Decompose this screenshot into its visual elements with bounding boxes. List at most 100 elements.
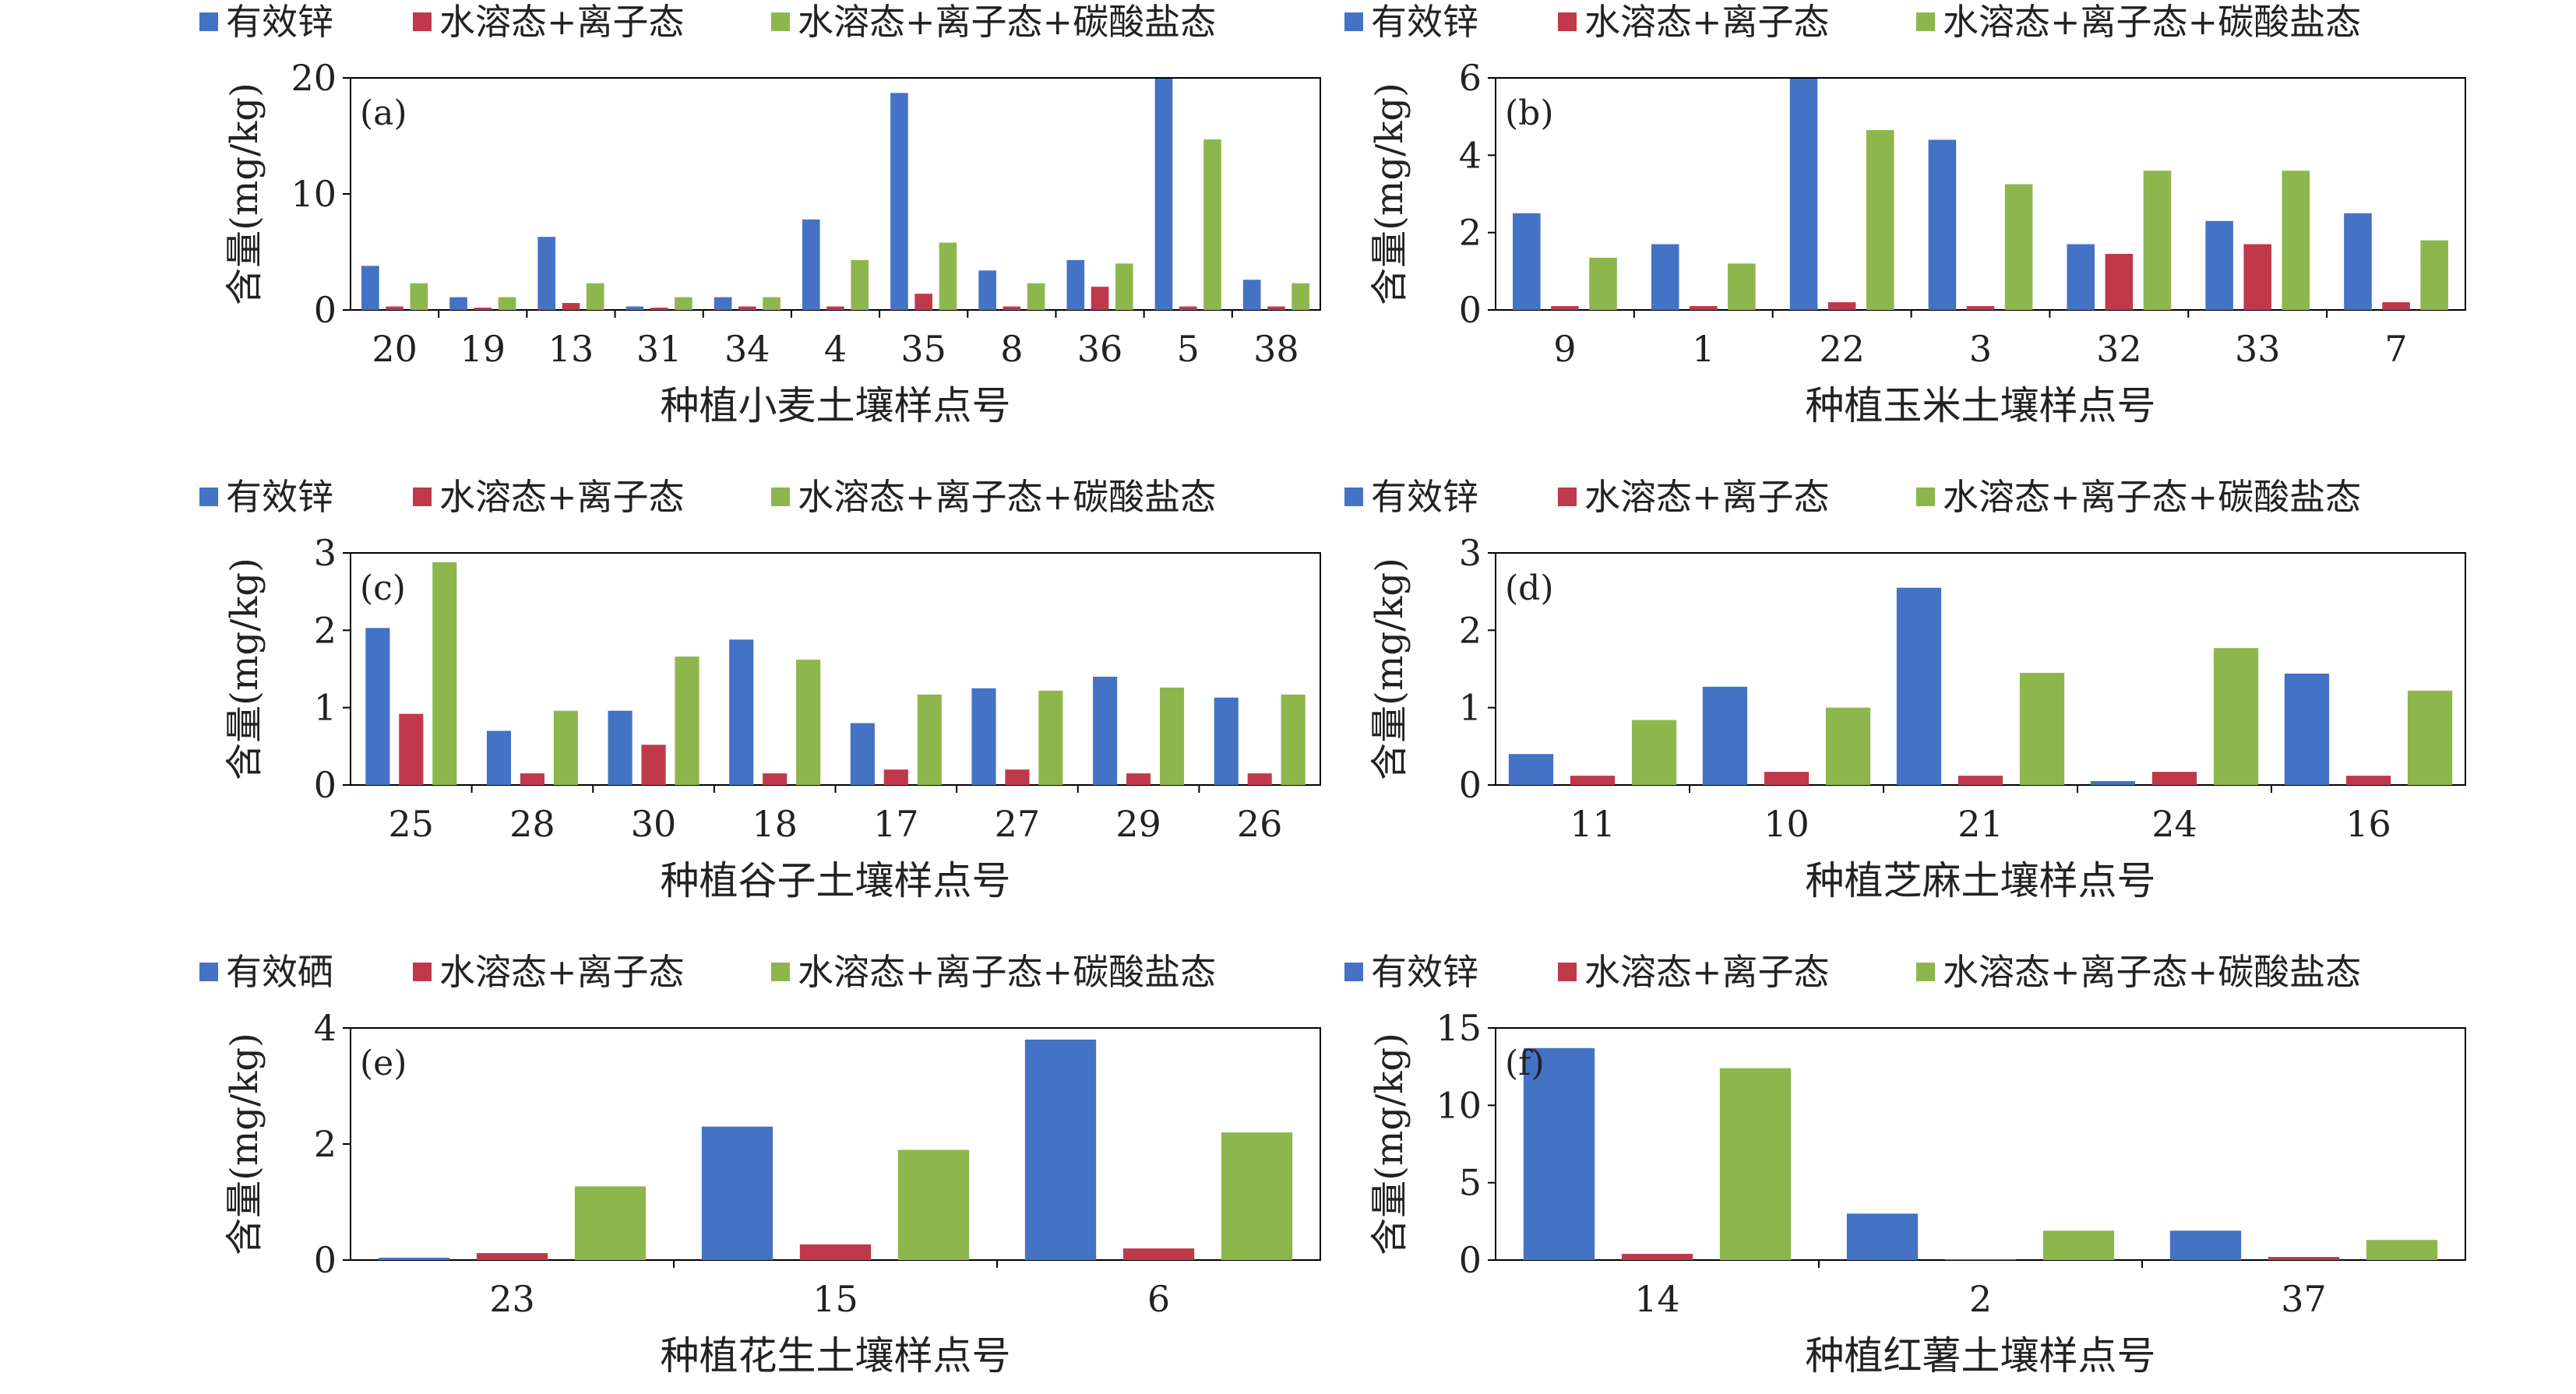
legend-label-1: 有效硒	[226, 951, 333, 993]
bar-38-series-3	[1292, 283, 1309, 310]
bar-13-series-2	[562, 303, 580, 310]
bar-37-series-1	[2169, 1230, 2242, 1260]
bar-7-series-3	[2420, 240, 2448, 310]
bar-32-series-1	[2067, 244, 2095, 310]
y-tick-label: 10	[1436, 1084, 1482, 1126]
y-axis-title: 含量(mg/kg)	[223, 1033, 266, 1255]
legend-swatch-3	[771, 488, 790, 506]
bar-20-series-2	[386, 306, 403, 310]
bar-4-series-1	[802, 219, 820, 310]
bar-25-series-3	[432, 561, 457, 785]
x-tick-label-21: 21	[1958, 803, 2003, 845]
legend-label-3: 水溶态+离子态+碳酸盐态	[798, 476, 1216, 518]
y-tick-label: 20	[291, 57, 337, 99]
bar-9-series-2	[1551, 306, 1579, 310]
bar-1-series-1	[1651, 244, 1679, 310]
x-tick-label-17: 17	[873, 803, 919, 845]
bar-8-series-3	[1027, 283, 1045, 310]
y-axis-title: 含量(mg/kg)	[1368, 83, 1411, 305]
bar-30-series-3	[675, 657, 700, 785]
legend-swatch-1	[1344, 12, 1363, 31]
bar-18-series-3	[796, 660, 821, 785]
bar-1-series-3	[1728, 263, 1756, 310]
legend-label-1: 有效锌	[1371, 476, 1478, 518]
chart-panel-e: 有效硒 水溶态+离子态 水溶态+离子态+碳酸盐态 0 2 4 23 15 6 (e) 种植花生土壤样…	[156, 950, 1324, 1394]
chart-svg-f: 有效锌 水溶态+离子态 水溶态+离子态+碳酸盐态 0 5 10 15 14 2 37 (f) 种植红薯…	[1344, 951, 2466, 1378]
x-axis-title: 种植花生土壤样点号	[661, 1333, 1011, 1378]
bar-33-series-2	[2243, 244, 2271, 310]
bar-21-series-1	[1896, 587, 1942, 785]
bar-29-series-2	[1126, 773, 1151, 785]
legend-swatch-2	[413, 488, 432, 506]
bar-14-series-1	[1523, 1047, 1595, 1260]
legend-swatch-1	[1344, 488, 1363, 506]
bar-18-series-2	[763, 773, 788, 785]
bar-21-series-3	[2019, 672, 2065, 785]
legend-label-3: 水溶态+离子态+碳酸盐态	[1943, 476, 2361, 518]
y-tick-label: 0	[1459, 1239, 1482, 1281]
panel-label: (a)	[360, 93, 407, 133]
bar-6-series-2	[1122, 1248, 1195, 1260]
x-tick-label-35: 35	[900, 328, 946, 370]
y-tick-label: 0	[1459, 289, 1482, 331]
x-tick-label-36: 36	[1077, 328, 1123, 370]
bar-8-series-1	[978, 270, 996, 310]
x-axis-title: 种植谷子土壤样点号	[661, 858, 1011, 903]
x-tick-label-20: 20	[372, 328, 418, 370]
bar-19-series-1	[449, 297, 467, 310]
bar-34-series-1	[714, 297, 732, 310]
bar-33-series-1	[2205, 220, 2233, 310]
panel-label: (b)	[1505, 93, 1554, 133]
y-tick-label: 4	[314, 1007, 337, 1049]
y-tick-label: 3	[1459, 532, 1482, 574]
x-tick-label-37: 37	[2281, 1278, 2327, 1320]
y-tick-label: 3	[314, 532, 337, 574]
bar-20-series-3	[410, 283, 428, 310]
bar-23-series-2	[476, 1253, 548, 1260]
bar-23-series-1	[378, 1258, 450, 1260]
x-tick-label-38: 38	[1253, 328, 1299, 370]
legend-label-1: 有效锌	[226, 476, 333, 518]
bar-8-series-2	[1003, 306, 1021, 310]
bar-21-series-2	[1958, 776, 2003, 785]
bar-23-series-3	[574, 1186, 647, 1260]
legend-label-1: 有效锌	[1371, 1, 1478, 43]
x-axis-title: 种植红薯土壤样点号	[1806, 1333, 2156, 1378]
legend-label-1: 有效锌	[226, 1, 333, 43]
x-tick-label-5: 5	[1177, 328, 1200, 370]
bar-22-series-3	[1866, 130, 1894, 310]
legend-swatch-3	[1916, 488, 1935, 506]
bar-15-series-3	[897, 1149, 970, 1260]
x-tick-label-2: 2	[1969, 1278, 1992, 1320]
chart-panel-f: 有效锌 水溶态+离子态 水溶态+离子态+碳酸盐态 0 5 10 15 14 2 37 (f) 种植红薯…	[1301, 950, 2469, 1394]
bar-35-series-3	[939, 242, 957, 310]
legend-swatch-2	[413, 963, 432, 981]
legend-label-3: 水溶态+离子态+碳酸盐态	[798, 951, 1216, 993]
bar-10-series-1	[1702, 686, 1748, 785]
chart-panel-c: 有效锌 水溶态+离子态 水溶态+离子态+碳酸盐态 0 1 2 3 25 28 30 18 17 27 29…	[156, 475, 1324, 919]
bar-3-series-3	[2004, 184, 2033, 310]
bar-5-series-1	[1154, 78, 1173, 310]
bar-17-series-3	[917, 694, 942, 785]
y-axis-title: 含量(mg/kg)	[223, 558, 266, 780]
y-axis-title: 含量(mg/kg)	[1368, 558, 1411, 780]
x-tick-label-13: 13	[548, 328, 594, 370]
legend-label-3: 水溶态+离子态+碳酸盐态	[1943, 951, 2361, 993]
chart-panel-b: 有效锌 水溶态+离子态 水溶态+离子态+碳酸盐态 0 2 4 6 9 1 22 3 32 33 7 (b) 种…	[1301, 0, 2469, 444]
chart-panel-d: 有效锌 水溶态+离子态 水溶态+离子态+碳酸盐态 0 1 2 3 11 10 21 24 16 (d) 种…	[1301, 475, 2469, 919]
x-tick-label-26: 26	[1237, 803, 1283, 845]
x-tick-label-16: 16	[2345, 803, 2391, 845]
legend-swatch-1	[199, 488, 218, 506]
bar-10-series-2	[1764, 772, 1810, 785]
legend-swatch-1	[199, 12, 218, 31]
bar-34-series-3	[763, 297, 781, 310]
y-axis-title: 含量(mg/kg)	[1368, 1033, 1411, 1255]
y-tick-label: 5	[1459, 1162, 1482, 1204]
bar-27-series-3	[1038, 690, 1063, 785]
y-tick-label: 6	[1459, 57, 1482, 99]
plot-area-frame	[350, 1027, 1321, 1261]
bar-5-series-3	[1203, 139, 1221, 310]
x-tick-label-32: 32	[2096, 328, 2142, 370]
y-tick-label: 2	[314, 1123, 337, 1165]
chart-svg-d: 有效锌 水溶态+离子态 水溶态+离子态+碳酸盐态 0 1 2 3 11 10 21 24 16 (d) 种…	[1344, 476, 2466, 903]
